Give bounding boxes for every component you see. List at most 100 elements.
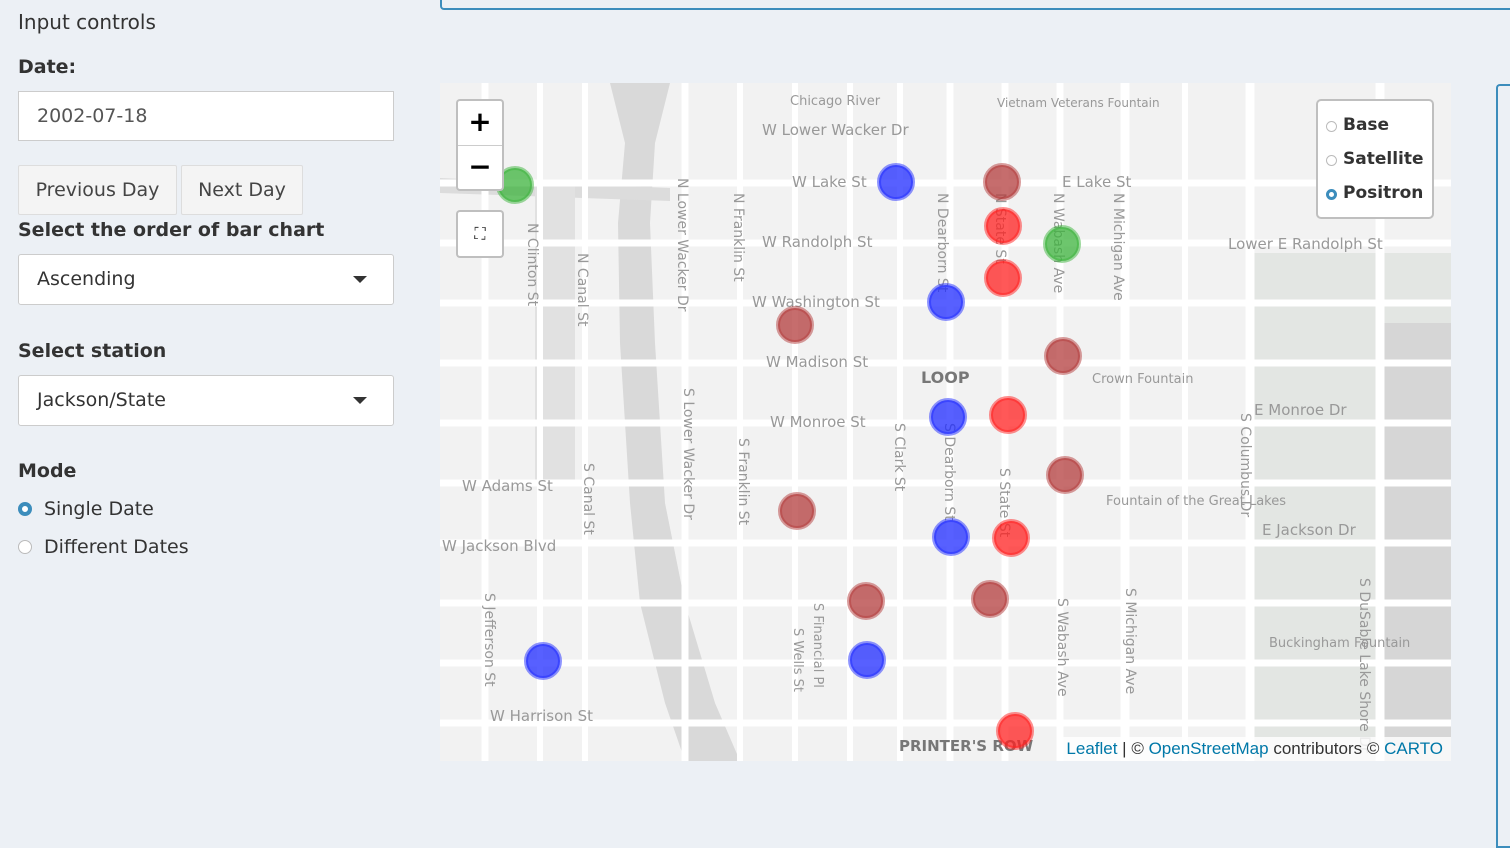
mode-option-single-date[interactable]: Single Date bbox=[18, 498, 154, 520]
radio-unselected-icon[interactable] bbox=[18, 540, 32, 554]
street-label: N Clinton St bbox=[524, 223, 540, 307]
openstreetmap-link[interactable]: OpenStreetMap bbox=[1148, 739, 1269, 758]
street-label: N Lower Wacker Dr bbox=[674, 178, 690, 312]
street-label: Crown Fountain bbox=[1092, 372, 1193, 387]
street-label: N Michigan Ave bbox=[1110, 193, 1126, 301]
attribution-text: | © bbox=[1117, 739, 1149, 758]
top-box-border bbox=[440, 0, 1510, 10]
order-label: Select the order of bar chart bbox=[18, 219, 325, 241]
street-label: N Dearborn St bbox=[934, 193, 950, 293]
radio-unselected-icon[interactable] bbox=[1326, 155, 1337, 166]
station-marker[interactable] bbox=[929, 398, 967, 436]
street-label: Chicago River bbox=[790, 94, 881, 109]
street-label: W Lower Wacker Dr bbox=[762, 121, 909, 139]
map-attribution: Leaflet | © OpenStreetMap contributors ©… bbox=[1058, 737, 1451, 761]
zoom-out-button[interactable]: − bbox=[468, 150, 492, 183]
street-label: W Lake St bbox=[792, 173, 867, 191]
street-label: Buckingham Fountain bbox=[1269, 636, 1410, 651]
street-label: W Madison St bbox=[766, 353, 868, 371]
street-label: Fountain of the Great Lakes bbox=[1106, 494, 1286, 509]
street-label: S Michigan Ave bbox=[1122, 588, 1138, 694]
station-marker[interactable] bbox=[983, 163, 1021, 201]
station-marker[interactable] bbox=[984, 207, 1022, 245]
mode-option-label: Different Dates bbox=[44, 536, 189, 558]
station-marker[interactable] bbox=[524, 642, 562, 680]
street-label: S Franklin St bbox=[735, 438, 751, 526]
station-marker[interactable] bbox=[992, 519, 1030, 557]
zoom-control: + − bbox=[456, 99, 504, 191]
street-label: W Harrison St bbox=[490, 707, 593, 725]
chevron-down-icon bbox=[353, 397, 367, 404]
mode-option-different-dates[interactable]: Different Dates bbox=[18, 536, 189, 558]
layer-option-label: Base bbox=[1343, 115, 1390, 135]
order-select-value: Ascending bbox=[37, 268, 136, 290]
station-marker[interactable] bbox=[776, 306, 814, 344]
order-select[interactable]: Ascending bbox=[18, 254, 394, 305]
street-label: LOOP bbox=[921, 368, 970, 387]
station-select-value: Jackson/State bbox=[37, 389, 166, 411]
station-marker[interactable] bbox=[932, 518, 970, 556]
right-box-border bbox=[1496, 84, 1510, 848]
station-marker[interactable] bbox=[971, 580, 1009, 618]
map-tiles: Chicago River W Lower Wacker Dr Vietnam Ve… bbox=[440, 83, 1451, 761]
station-marker[interactable] bbox=[848, 641, 886, 679]
station-marker[interactable] bbox=[996, 712, 1034, 750]
mode-option-label: Single Date bbox=[44, 498, 154, 520]
station-label: Select station bbox=[18, 340, 167, 362]
next-day-button[interactable]: Next Day bbox=[181, 165, 303, 215]
street-label: S Wabash Ave bbox=[1054, 598, 1070, 697]
station-marker[interactable] bbox=[1043, 225, 1081, 263]
street-label: E Jackson Dr bbox=[1262, 521, 1357, 539]
street-label: S Clark St bbox=[891, 423, 907, 492]
layer-option-label: Satellite bbox=[1343, 149, 1424, 169]
attribution-text: contributors © bbox=[1268, 739, 1385, 758]
street-label: W Adams St bbox=[462, 477, 553, 495]
layer-option-positron[interactable]: Positron bbox=[1326, 179, 1424, 213]
previous-day-button[interactable]: Previous Day bbox=[18, 165, 177, 215]
station-marker[interactable] bbox=[877, 163, 915, 201]
date-input[interactable]: 2002-07-18 bbox=[18, 91, 394, 141]
street-label: E Lake St bbox=[1062, 173, 1131, 191]
street-label: W Monroe St bbox=[770, 413, 866, 431]
street-label: S Columbus Dr bbox=[1237, 413, 1253, 517]
mode-label: Mode bbox=[18, 460, 77, 482]
station-select[interactable]: Jackson/State bbox=[18, 375, 394, 426]
carto-link[interactable]: CARTO bbox=[1384, 739, 1443, 758]
layer-option-satellite[interactable]: Satellite bbox=[1326, 145, 1424, 179]
reset-view-icon: ⛶ bbox=[474, 224, 486, 243]
station-marker[interactable] bbox=[1044, 337, 1082, 375]
map[interactable]: Chicago River W Lower Wacker Dr Vietnam Ve… bbox=[440, 83, 1451, 761]
street-label: S DuSable Lake Shore Dr bbox=[1356, 578, 1372, 753]
street-label: S Canal St bbox=[580, 463, 596, 535]
station-marker[interactable] bbox=[989, 396, 1027, 434]
chevron-down-icon bbox=[353, 276, 367, 283]
station-marker[interactable] bbox=[778, 492, 816, 530]
zoom-in-button[interactable]: + bbox=[458, 101, 502, 146]
station-marker[interactable] bbox=[847, 582, 885, 620]
street-label: S Jefferson St bbox=[481, 593, 497, 687]
panel-title: Input controls bbox=[18, 10, 156, 34]
street-label: N Canal St bbox=[574, 253, 590, 327]
street-label: S Lower Wacker Dr bbox=[680, 388, 696, 520]
radio-unselected-icon[interactable] bbox=[1326, 121, 1337, 132]
street-label: W Randolph St bbox=[762, 233, 873, 251]
street-label: S Wells St bbox=[790, 628, 805, 692]
leaflet-link[interactable]: Leaflet bbox=[1066, 739, 1118, 758]
reset-view-button[interactable]: ⛶ bbox=[456, 210, 504, 258]
date-label: Date: bbox=[18, 56, 77, 78]
street-label: S Dearborn St bbox=[941, 423, 957, 521]
station-marker[interactable] bbox=[1046, 456, 1084, 494]
layer-option-base[interactable]: Base bbox=[1326, 111, 1424, 145]
radio-selected-icon[interactable] bbox=[18, 502, 32, 516]
station-marker[interactable] bbox=[984, 259, 1022, 297]
layers-control: Base Satellite Positron bbox=[1316, 99, 1434, 219]
street-label: W Jackson Blvd bbox=[442, 537, 556, 555]
street-label: N Franklin St bbox=[730, 193, 746, 282]
station-marker[interactable] bbox=[927, 283, 965, 321]
street-label: E Monroe Dr bbox=[1254, 401, 1347, 419]
radio-selected-icon[interactable] bbox=[1326, 189, 1337, 200]
layer-option-label: Positron bbox=[1343, 183, 1424, 203]
street-label: W Washington St bbox=[752, 293, 880, 311]
street-label: Lower E Randolph St bbox=[1228, 235, 1383, 253]
street-label: Vietnam Veterans Fountain bbox=[997, 96, 1160, 110]
